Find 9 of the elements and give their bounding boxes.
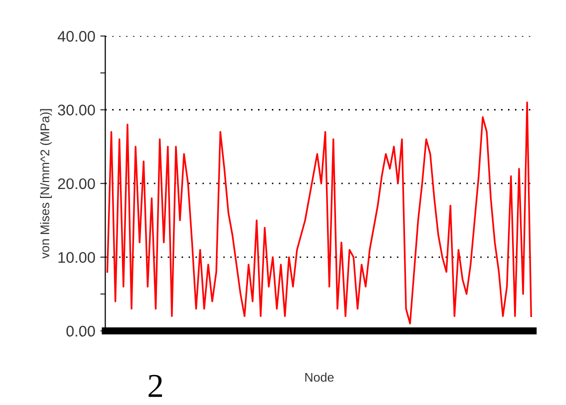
text: 2 (148, 374, 162, 397)
y-tick-label: 40.00 (58, 30, 95, 42)
y-tick-label: 0.00 (66, 326, 95, 337)
line-series (106, 102, 532, 324)
y-tick-label: 20.00 (58, 178, 95, 190)
y-tick-label: 30.00 (58, 104, 95, 116)
y-axis-title: von Mises [N/mm^2 (MPa)] (40, 109, 52, 259)
y-tick-label: 10.00 (58, 252, 95, 263)
x-axis-title: Node (305, 372, 334, 382)
